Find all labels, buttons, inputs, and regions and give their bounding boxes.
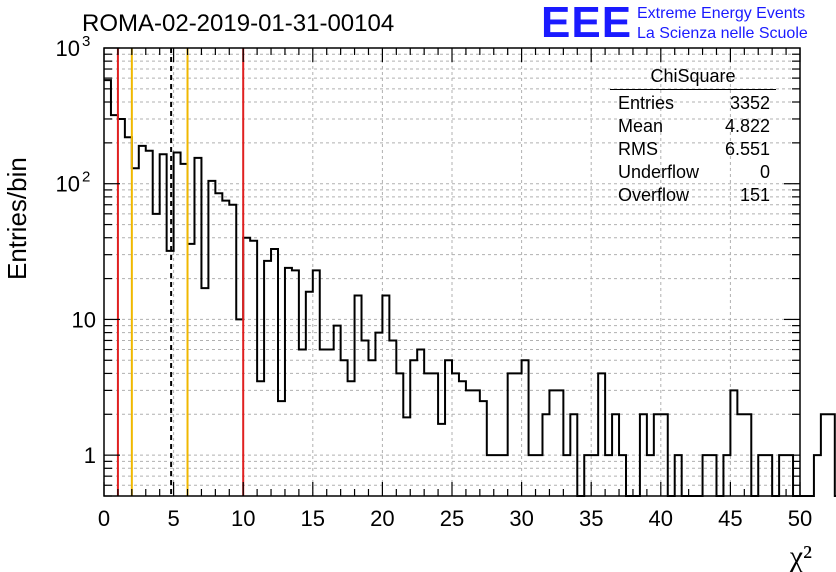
y-tick-label: 1	[84, 443, 96, 468]
stats-value: 3352	[729, 93, 770, 113]
stats-label: Entries	[618, 93, 675, 113]
x-tick-label: 35	[579, 506, 603, 531]
stats-row-mean: Mean 4.822	[610, 115, 776, 138]
stats-value: 151	[739, 185, 770, 205]
stats-row-underflow: Underflow 0	[610, 161, 776, 184]
x-tick-label: 10	[231, 506, 255, 531]
stats-row-rms: RMS 6.551	[610, 138, 776, 161]
y-axis-label: Entries/bin	[2, 157, 32, 280]
stats-value: 6.551	[724, 139, 770, 159]
x-tick-label: 15	[301, 506, 325, 531]
x-tick-label: 20	[370, 506, 394, 531]
stats-value: 4.822	[724, 116, 770, 136]
y-tick-exponent: 3	[82, 33, 90, 50]
x-tick-label: 25	[440, 506, 464, 531]
stats-row-overflow: Overflow 151	[610, 184, 776, 207]
stats-label: Overflow	[618, 185, 690, 205]
y-tick-label: 10	[56, 36, 80, 61]
y-tick-label: 10	[72, 307, 96, 332]
x-axis-label: χ²	[789, 540, 812, 572]
x-tick-label: 0	[98, 506, 110, 531]
marker-lines-layer	[116, 48, 245, 496]
y-tick-label: 10	[56, 172, 80, 197]
run-title: ROMA-02-2019-01-31-00104	[82, 10, 395, 37]
stats-row-entries: Entries 3352	[610, 92, 776, 115]
stats-label: Underflow	[618, 162, 700, 182]
logo-line-1: Extreme Energy Events	[637, 5, 806, 22]
stats-title: ChiSquare	[610, 66, 776, 90]
stats-value: 0	[759, 162, 770, 182]
logo-line-2: La Scienza nelle Scuole	[637, 25, 808, 42]
logo-mark: EEE	[541, 0, 633, 47]
x-tick-label: 40	[649, 506, 673, 531]
stats-label: Mean	[618, 116, 664, 136]
x-tick-label: 30	[509, 506, 533, 531]
stats-box: ChiSquare Entries 3352 Mean 4.822 RMS 6.…	[610, 66, 776, 207]
x-tick-label: 45	[718, 506, 742, 531]
y-tick-exponent: 2	[82, 169, 90, 186]
x-tick-label: 5	[167, 506, 179, 531]
x-tick-label: 50	[788, 506, 812, 531]
stats-label: RMS	[618, 139, 658, 159]
